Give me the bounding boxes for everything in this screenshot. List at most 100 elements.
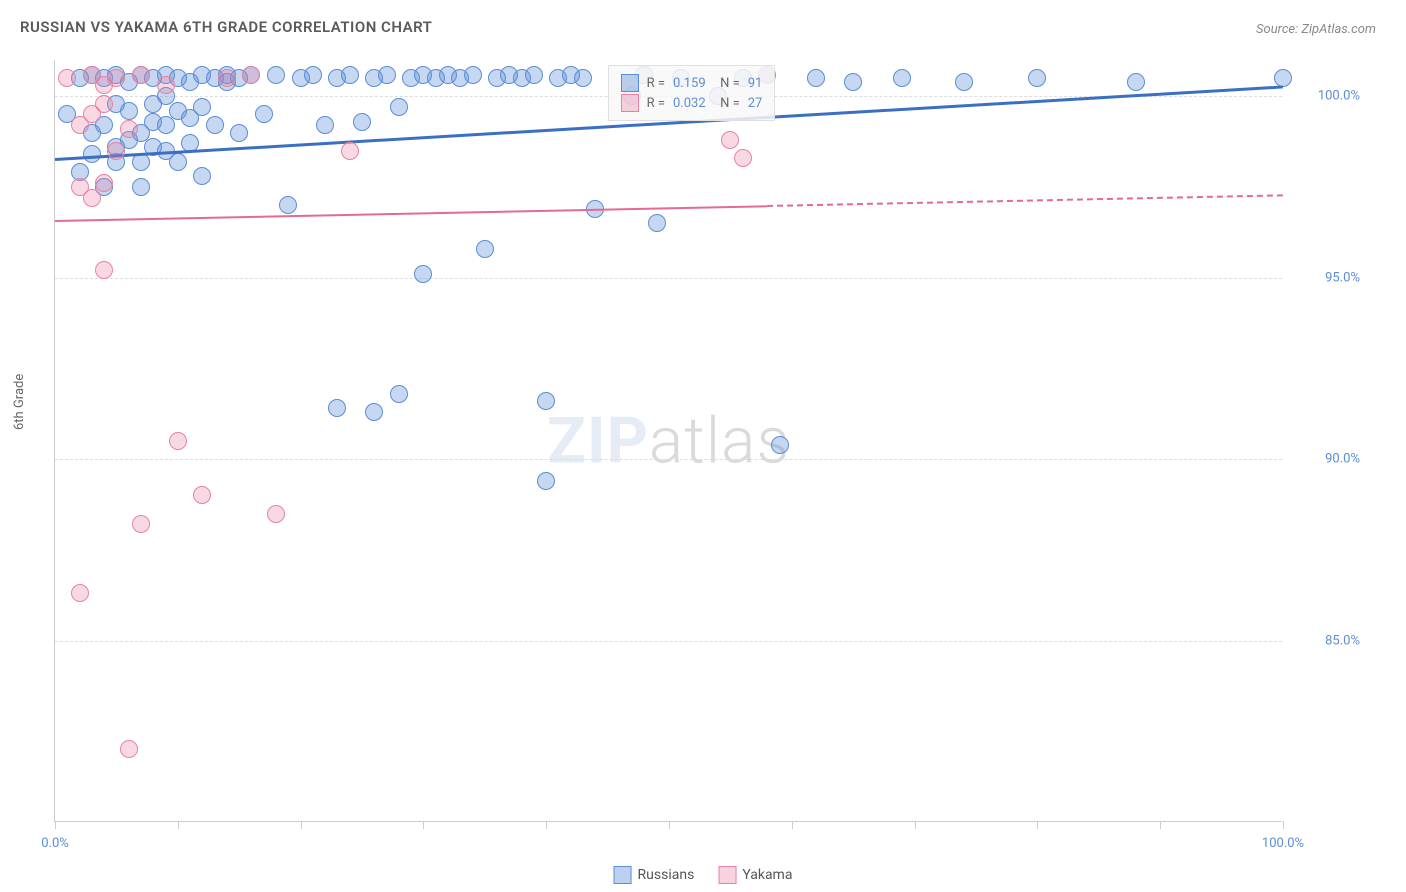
- data-point: [574, 69, 592, 87]
- x-tick: [423, 821, 424, 829]
- data-point: [844, 73, 862, 91]
- data-point: [132, 66, 150, 84]
- data-point: [1274, 69, 1292, 87]
- data-point: [206, 116, 224, 134]
- data-point: [390, 385, 408, 403]
- data-point: [107, 142, 125, 160]
- data-point: [169, 432, 187, 450]
- legend-r-label: R =: [647, 96, 665, 111]
- data-point: [464, 66, 482, 84]
- data-point: [893, 69, 911, 87]
- data-point: [341, 142, 359, 160]
- legend-n-label: N =: [714, 76, 740, 91]
- data-point: [537, 472, 555, 490]
- data-point: [83, 145, 101, 163]
- data-point: [242, 66, 260, 84]
- data-point: [58, 69, 76, 87]
- gridline: [55, 278, 1282, 279]
- x-tick-label: 100.0%: [1262, 836, 1304, 851]
- x-tick: [792, 821, 793, 829]
- legend-label: Yakama: [742, 867, 792, 883]
- data-point: [120, 102, 138, 120]
- data-point: [476, 240, 494, 258]
- gridline: [55, 641, 1282, 642]
- legend-swatch: [614, 866, 632, 884]
- data-point: [525, 66, 543, 84]
- legend-n-label: N =: [714, 96, 740, 111]
- data-point: [95, 95, 113, 113]
- x-tick: [1037, 821, 1038, 829]
- data-point: [721, 131, 739, 149]
- data-point: [71, 584, 89, 602]
- y-axis-label: 6th Grade: [12, 374, 27, 430]
- data-point: [304, 66, 322, 84]
- data-point: [365, 403, 383, 421]
- data-point: [955, 73, 973, 91]
- data-point: [1127, 73, 1145, 91]
- data-point: [378, 66, 396, 84]
- legend-swatch: [718, 866, 736, 884]
- legend-n-value: 27: [748, 96, 763, 111]
- data-point: [648, 214, 666, 232]
- data-point: [353, 113, 371, 131]
- y-tick-label: 95.0%: [1325, 270, 1360, 285]
- data-point: [537, 392, 555, 410]
- data-point: [169, 153, 187, 171]
- watermark-bold: ZIP: [547, 403, 649, 478]
- legend-stats-box: R = 0.159 N = 91 R = 0.032 N = 27: [608, 65, 776, 121]
- gridline: [55, 459, 1282, 460]
- data-point: [120, 120, 138, 138]
- data-point: [132, 515, 150, 533]
- bottom-legend: Russians Yakama: [614, 866, 793, 884]
- data-point: [267, 505, 285, 523]
- y-tick-label: 90.0%: [1325, 452, 1360, 467]
- trend-line: [767, 194, 1283, 207]
- y-tick-label: 85.0%: [1325, 633, 1360, 648]
- data-point: [279, 196, 297, 214]
- data-point: [1028, 69, 1046, 87]
- watermark: ZIPatlas: [547, 403, 790, 478]
- data-point: [255, 105, 273, 123]
- bottom-legend-item: Yakama: [718, 866, 792, 884]
- chart-container: RUSSIAN VS YAKAMA 6TH GRADE CORRELATION …: [0, 0, 1406, 892]
- data-point: [771, 436, 789, 454]
- x-tick: [915, 821, 916, 829]
- data-point: [328, 399, 346, 417]
- data-point: [120, 740, 138, 758]
- chart-title: RUSSIAN VS YAKAMA 6TH GRADE CORRELATION …: [20, 18, 432, 36]
- watermark-light: atlas: [649, 403, 790, 478]
- x-tick: [1160, 821, 1161, 829]
- data-point: [414, 265, 432, 283]
- data-point: [341, 66, 359, 84]
- data-point: [193, 98, 211, 116]
- data-point: [157, 76, 175, 94]
- source-label: Source: ZipAtlas.com: [1256, 22, 1376, 37]
- data-point: [95, 174, 113, 192]
- y-tick-label: 100.0%: [1318, 89, 1360, 104]
- data-point: [734, 149, 752, 167]
- legend-label: Russians: [638, 867, 695, 883]
- legend-n-value: 91: [748, 76, 763, 91]
- plot-area: ZIPatlas 85.0%90.0%95.0%100.0%0.0%100.0%…: [54, 60, 1282, 822]
- x-tick: [546, 821, 547, 829]
- x-tick: [301, 821, 302, 829]
- data-point: [807, 69, 825, 87]
- x-tick: [55, 821, 56, 829]
- data-point: [316, 116, 334, 134]
- legend-swatch: [621, 94, 639, 112]
- data-point: [230, 124, 248, 142]
- x-tick: [669, 821, 670, 829]
- legend-swatch: [621, 74, 639, 92]
- x-tick: [178, 821, 179, 829]
- data-point: [390, 98, 408, 116]
- legend-r-label: R =: [647, 76, 665, 91]
- data-point: [95, 261, 113, 279]
- x-tick-label: 0.0%: [41, 836, 69, 851]
- x-tick: [1283, 821, 1284, 829]
- legend-r-value: 0.159: [673, 76, 706, 91]
- data-point: [157, 116, 175, 134]
- legend-stats-row: R = 0.032 N = 27: [621, 94, 763, 112]
- legend-r-value: 0.032: [673, 96, 706, 111]
- bottom-legend-item: Russians: [614, 866, 695, 884]
- data-point: [218, 69, 236, 87]
